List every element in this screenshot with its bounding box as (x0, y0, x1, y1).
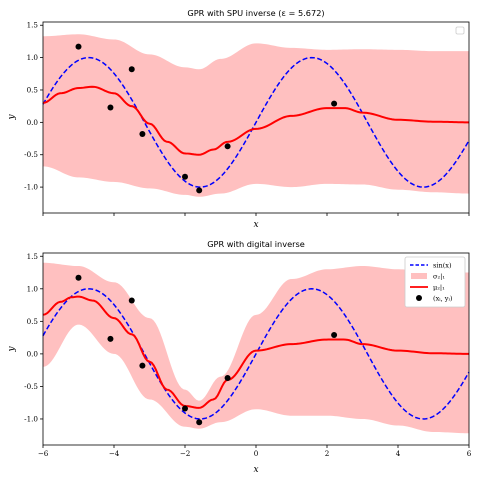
y-axis-label: y (7, 114, 17, 121)
y-tick-label: 1.0 (27, 284, 39, 293)
data-point (107, 335, 114, 342)
x-tick-label: 4 (396, 449, 401, 458)
data-point (128, 66, 135, 73)
x-axis-label: x (253, 465, 258, 475)
data-point (196, 419, 203, 426)
x-tick-label: 0 (254, 449, 259, 458)
sin-curve (42, 288, 470, 420)
data-point (224, 374, 231, 381)
data-point (139, 362, 146, 369)
legend-swatch-sigma (411, 273, 427, 279)
data-point (182, 173, 188, 180)
y-tick-label: -1.0 (24, 414, 38, 423)
data-point (331, 332, 338, 339)
y-tick-label: -1.0 (24, 183, 38, 192)
legend-label-mu: μ₂|₁ (433, 284, 445, 292)
y-tick-label: -0.5 (24, 150, 38, 159)
legend-label-sigma: σ₂|₁ (433, 273, 445, 281)
legend-box-empty (455, 26, 465, 35)
x-tick-label: −2 (180, 449, 191, 458)
panel-digital-inverse: GPR with digital inverse x y sin(x) σ₂|₁… (7, 239, 472, 475)
chart-title: GPR with digital inverse (207, 239, 305, 249)
y-tick-label: -0.5 (24, 382, 38, 391)
y-tick-label: 1.0 (27, 53, 39, 62)
y-tick-label: 1.5 (27, 252, 39, 261)
posterior-mean-line (42, 295, 469, 409)
data-point (139, 131, 146, 138)
chart-title: GPR with SPU inverse (ε = 5.672) (187, 8, 324, 18)
x-tick-label: −6 (38, 449, 49, 458)
legend: sin(x) σ₂|₁ μ₂|₁ (xᵢ, yᵢ) (404, 256, 466, 308)
x-tick-label: 6 (467, 449, 472, 458)
x-axis-label: x (253, 220, 258, 230)
data-point (182, 405, 188, 412)
posterior-mean-line (42, 85, 470, 156)
data-point (196, 187, 203, 194)
data-point (75, 43, 82, 50)
data-point (75, 274, 82, 281)
y-axis-label: y (7, 346, 17, 353)
plot-area (42, 34, 470, 197)
y-tick-label: 0.5 (27, 85, 39, 94)
y-tick-label: 0.0 (27, 118, 39, 127)
y-tick-label: 0.5 (27, 317, 39, 326)
y-tick-label: 0.0 (27, 349, 39, 358)
x-tick-label: −4 (109, 449, 120, 458)
panel-spu-inverse: GPR with SPU inverse (ε = 5.672) x y -1.… (7, 8, 470, 230)
data-point (224, 143, 231, 150)
plot-area (42, 262, 470, 434)
data-point (128, 297, 135, 304)
legend-label-sin: sin(x) (433, 262, 452, 270)
data-point (107, 104, 114, 111)
uncertainty-band (43, 34, 469, 197)
x-tick-label: 2 (325, 449, 330, 458)
y-tick-label: 1.5 (27, 21, 39, 30)
legend-swatch-points (416, 295, 422, 301)
legend-box (404, 256, 466, 308)
uncertainty-band (43, 262, 469, 434)
data-point (331, 100, 338, 107)
legend-label-points: (xᵢ, yᵢ) (433, 295, 453, 303)
sin-curve (42, 56, 470, 188)
